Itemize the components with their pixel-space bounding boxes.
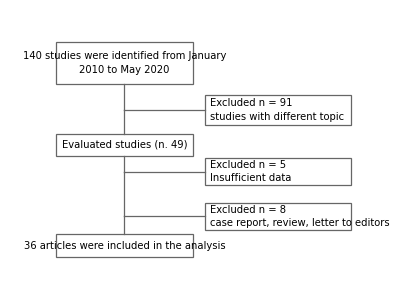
Text: Excluded n = 5
Insufficient data: Excluded n = 5 Insufficient data [210, 160, 291, 183]
Bar [56, 134, 193, 156]
Bar [56, 42, 193, 84]
Bar [56, 234, 193, 257]
Text: 140 studies were identified from January
2010 to May 2020: 140 studies were identified from January… [23, 51, 226, 74]
Bar [205, 203, 351, 230]
Text: Excluded n = 91
studies with different topic: Excluded n = 91 studies with different t… [210, 98, 344, 122]
Text: Excluded n = 8
case report, review, letter to editors: Excluded n = 8 case report, review, lett… [210, 205, 389, 228]
Bar [205, 95, 351, 125]
Text: 36 articles were included in the analysis: 36 articles were included in the analysi… [24, 241, 225, 251]
Bar [205, 158, 351, 185]
Text: Evaluated studies (n. 49): Evaluated studies (n. 49) [62, 140, 187, 150]
